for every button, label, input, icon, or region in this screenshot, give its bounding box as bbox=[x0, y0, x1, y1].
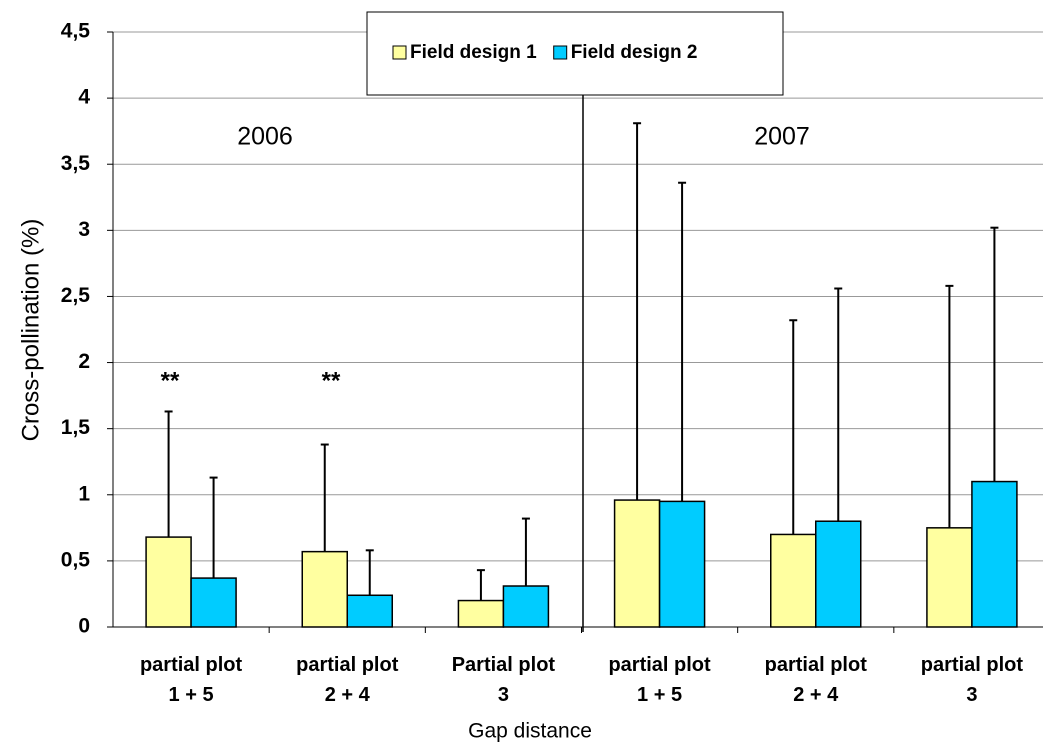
significance-mark: ** bbox=[161, 367, 180, 394]
x-tick-label: Partial plot 3 bbox=[451, 654, 556, 706]
bar bbox=[457, 599, 505, 628]
x-tick-label: partial plot 2 + 4 bbox=[764, 654, 867, 706]
legend-box bbox=[366, 11, 784, 96]
bar bbox=[658, 500, 706, 628]
significance-mark: ** bbox=[322, 367, 341, 394]
legend-label: Field design 1 bbox=[410, 42, 537, 63]
y-tick-label: 0,5 bbox=[61, 548, 91, 571]
x-tick-label: partial plot 1 + 5 bbox=[608, 654, 711, 706]
bar bbox=[301, 550, 348, 628]
bar bbox=[346, 594, 393, 628]
x-tick-label: partial plot 3 bbox=[920, 654, 1024, 706]
y-axis-title: Cross-pollination (%) bbox=[17, 219, 44, 442]
legend-label: Field design 2 bbox=[571, 42, 698, 63]
bar bbox=[971, 480, 1018, 628]
legend-swatch bbox=[392, 45, 407, 60]
x-tick-label: partial plot 2 + 4 bbox=[296, 654, 399, 706]
y-tick-label: 2,5 bbox=[61, 284, 91, 307]
bar bbox=[926, 527, 973, 628]
y-tick-label: 1 bbox=[78, 482, 90, 505]
y-tick-label: 1,5 bbox=[61, 416, 91, 439]
legend-swatch bbox=[553, 45, 568, 60]
y-tick-label: 2 bbox=[78, 350, 90, 373]
bar bbox=[502, 585, 550, 628]
bar bbox=[145, 536, 192, 628]
y-tick-label: 4 bbox=[78, 86, 90, 109]
x-tick-label: partial plot 1 + 5 bbox=[139, 654, 243, 706]
annotation: 2006 bbox=[237, 123, 293, 151]
y-tick-label: 3 bbox=[78, 218, 90, 241]
bar bbox=[770, 533, 817, 628]
y-tick-label: 3,5 bbox=[61, 152, 91, 175]
y-tick-label: 4,5 bbox=[61, 20, 91, 43]
bar bbox=[815, 520, 862, 628]
annotation: 2007 bbox=[754, 123, 810, 151]
bar bbox=[190, 577, 237, 628]
bar bbox=[613, 499, 661, 628]
x-axis-title: Gap distance bbox=[468, 720, 592, 743]
y-tick-label: 0 bbox=[78, 615, 90, 638]
